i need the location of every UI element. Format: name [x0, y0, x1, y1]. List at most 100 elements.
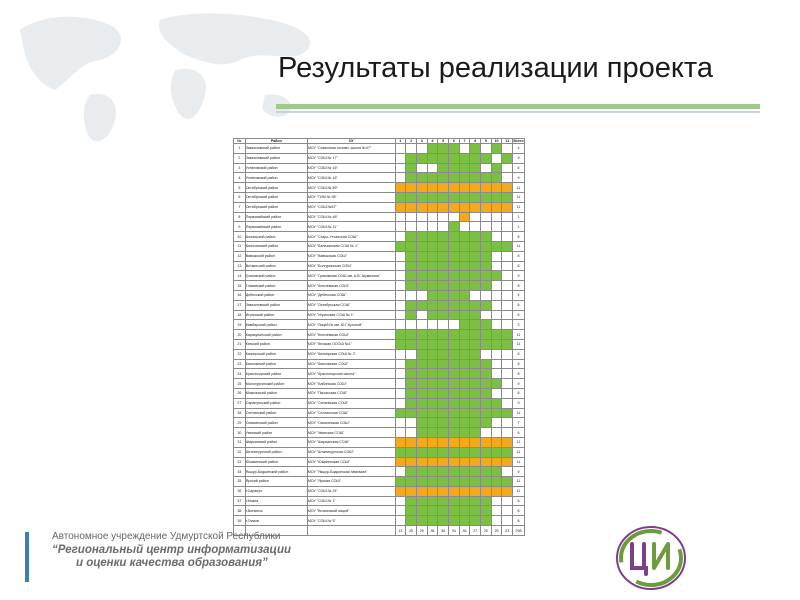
totals-cell: 35	[458, 525, 471, 536]
raion-cell: Шарканский район	[244, 436, 308, 448]
status-cell	[405, 231, 417, 242]
school-cell: МОУ "Красногорская школа"	[306, 368, 396, 380]
status-cell	[426, 485, 439, 497]
status-cell	[405, 172, 417, 184]
table-row: 1 Завьяловский район МОУ "Совхозная основн…	[233, 143, 525, 154]
status-cell	[405, 417, 417, 429]
school-cell: МОУ "ГИМ № 98"	[306, 191, 396, 203]
status-cell	[490, 338, 503, 350]
status-cell	[415, 319, 428, 331]
status-cell	[415, 505, 428, 517]
status-cell	[490, 515, 503, 527]
status-cell	[437, 348, 449, 360]
row-number: 29	[233, 417, 246, 429]
status-cell	[447, 495, 460, 507]
status-cell	[415, 143, 428, 154]
status-cell	[469, 309, 482, 321]
table-row: 33 Юкаменский район МОУ "Юкаменская СОШ" 11	[233, 456, 525, 468]
table-row: 17 Завьяловский район МОУ "Октябрьская СОШ…	[233, 299, 525, 311]
column-header: 5	[437, 138, 449, 144]
total-cell: 8	[512, 250, 525, 262]
status-cell	[415, 495, 428, 507]
status-cell	[447, 240, 460, 252]
row-number: 1	[233, 143, 246, 154]
status-cell	[415, 299, 428, 311]
status-cell	[394, 280, 407, 291]
status-cell	[426, 338, 439, 350]
status-cell	[501, 378, 514, 389]
status-cell	[490, 466, 503, 478]
status-cell	[394, 231, 407, 242]
status-cell	[437, 397, 449, 409]
status-cell	[501, 456, 514, 468]
status-cell	[458, 446, 471, 458]
status-cell	[437, 466, 449, 478]
status-cell	[490, 476, 503, 487]
table-row: 10 Алнашский район МОУ "Старо-Утчанская СО…	[233, 231, 525, 242]
status-cell	[415, 338, 428, 350]
status-cell	[437, 191, 449, 203]
raion-cell: г.Воткинск	[244, 505, 308, 517]
status-cell	[480, 485, 492, 497]
status-cell	[458, 260, 471, 272]
status-cell	[426, 260, 439, 272]
status-cell	[426, 319, 439, 331]
status-cell	[437, 446, 449, 458]
totals-cell: 25	[405, 525, 417, 536]
status-cell	[437, 270, 449, 282]
status-cell	[415, 436, 428, 448]
status-cell	[469, 182, 482, 193]
status-cell	[394, 299, 407, 311]
table-row: 8 Первомайский район МОУ "СОШ № 46" 1	[233, 211, 525, 223]
status-cell	[490, 201, 503, 213]
status-cell	[458, 505, 471, 517]
status-cell	[480, 221, 492, 233]
status-cell	[501, 240, 514, 252]
school-cell: МОУ "Совхозная основн. школа №47"	[306, 143, 396, 154]
status-cell	[437, 211, 449, 223]
table-row: 30 Увинский район МОУ "Увинская СОШ" 6	[233, 427, 525, 438]
status-cell	[394, 182, 407, 193]
status-cell	[437, 427, 449, 438]
school-cell: МОУ "Селтинская СОШ"	[306, 407, 396, 419]
status-cell	[458, 368, 471, 380]
status-cell	[415, 250, 428, 262]
status-cell	[469, 240, 482, 252]
status-cell	[426, 211, 439, 223]
status-cell	[480, 436, 492, 448]
status-cell	[458, 299, 471, 311]
status-cell	[437, 387, 449, 399]
table-row: 39 г.Глазов МОУ "СОШ № 5" 8	[233, 515, 525, 527]
raion-cell: Камбарский район	[244, 319, 308, 331]
totals-cell: 23	[501, 525, 514, 536]
totals-cell	[244, 525, 308, 536]
raion-cell: Кезский район	[244, 338, 308, 350]
status-cell	[458, 270, 471, 282]
status-cell	[469, 368, 482, 380]
total-cell: 11	[512, 485, 525, 497]
total-cell: 9	[512, 397, 525, 409]
status-cell	[437, 250, 449, 262]
status-cell	[469, 456, 482, 468]
status-cell	[458, 231, 471, 242]
status-cell	[458, 309, 471, 321]
raion-cell: Октябрьский район	[244, 191, 308, 203]
status-cell	[447, 270, 460, 282]
status-cell	[501, 466, 514, 478]
raion-cell: г.Сарапул	[244, 485, 308, 497]
status-cell	[480, 397, 492, 409]
status-cell	[405, 299, 417, 311]
status-cell	[447, 152, 460, 164]
totals-cell: 29	[490, 525, 503, 536]
status-cell	[480, 299, 492, 311]
status-cell	[426, 280, 439, 291]
table-row: 6 Октябрьский район МОУ "ГИМ № 98" 11	[233, 191, 525, 203]
school-cell: МОУ "СОШ № 11"	[306, 221, 396, 233]
status-cell	[501, 289, 514, 301]
world-map-decoration	[20, 13, 311, 142]
row-number: 11	[233, 240, 246, 252]
school-cell: МОУ "Пычасская СОШ"	[306, 387, 396, 399]
raion-cell: Устиновский район	[244, 162, 308, 174]
total-cell: 8	[512, 495, 525, 507]
status-cell	[501, 270, 514, 282]
